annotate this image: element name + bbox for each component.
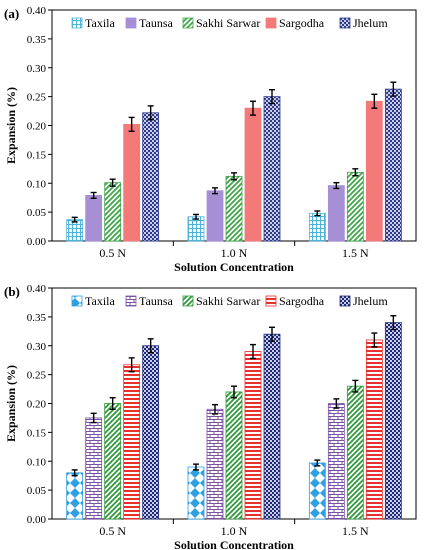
y-tick-label: 0.35: [27, 34, 47, 46]
legend-swatch: [339, 17, 351, 29]
x-tick-label: 0.5 N: [99, 524, 126, 538]
bar: [263, 96, 281, 242]
legend-swatch: [71, 295, 83, 307]
bar: [104, 403, 122, 520]
bar: [365, 339, 383, 520]
y-tick-label: 0.00: [27, 236, 47, 248]
y-tick-label: 0.40: [27, 283, 47, 295]
panel-label: (a): [4, 6, 20, 21]
y-tick-label: 0.25: [27, 370, 47, 382]
x-tick-label: 1.5 N: [342, 246, 369, 260]
x-tick-label: 1.0 N: [221, 246, 248, 260]
y-axis-label: Expansion (%): [4, 365, 18, 442]
bar: [66, 472, 84, 520]
y-axis-label: Expansion (%): [4, 87, 18, 164]
legend-swatch: [265, 295, 277, 307]
bar: [104, 182, 122, 242]
legend-label: Taxila: [85, 16, 115, 30]
bar: [327, 185, 345, 242]
bar: [244, 351, 262, 520]
y-tick-label: 0.20: [27, 121, 47, 133]
chart-b: 0.00 0.05 0.10 0.15 0.20 0.25 0.30 0.35 0.40 Expa…: [4, 283, 417, 550]
legend-swatch: [125, 17, 137, 29]
bar: [123, 123, 141, 242]
y-tick-label: 0.15: [27, 427, 47, 439]
legend-label: Sargodha: [279, 16, 325, 30]
x-tick-label: 1.0 N: [221, 524, 248, 538]
legend-label: Jhelum: [353, 294, 388, 308]
y-tick-label: 0.25: [27, 92, 47, 104]
y-tick-label: 0.05: [27, 485, 47, 497]
legend-swatch: [71, 17, 83, 29]
bar: [263, 333, 281, 520]
y-tick-label: 0.10: [27, 456, 47, 468]
legend-label: Sargodha: [279, 294, 325, 308]
bar: [244, 107, 262, 242]
bar: [384, 322, 402, 520]
legend-label: Sakhi Sarwar: [196, 294, 260, 308]
bar: [142, 345, 160, 520]
bar: [206, 408, 224, 520]
x-tick-label: 1.5 N: [342, 524, 369, 538]
y-tick-label: 0.00: [27, 514, 47, 526]
bar: [327, 403, 345, 520]
bar: [225, 175, 243, 242]
y-tick-label: 0.15: [27, 149, 47, 161]
chart-panel-b: (b) 0.00 0.05 0.10 0.15 0.20 0.25 0.30 0.35 0.40…: [0, 278, 426, 550]
y-tick-label: 0.05: [27, 207, 47, 219]
legend-swatch: [182, 17, 194, 29]
legend-swatch: [182, 295, 194, 307]
legend-label: Taunsa: [139, 294, 173, 308]
bar: [66, 219, 84, 242]
bar: [225, 391, 243, 520]
bar: [123, 364, 141, 520]
bar: [384, 88, 402, 242]
bar: [206, 190, 224, 242]
legend-label: Jhelum: [353, 16, 388, 30]
bar: [187, 466, 205, 520]
legend-swatch: [265, 17, 277, 29]
x-axis-label: Solution Concentration: [174, 538, 294, 550]
y-tick-label: 0.35: [27, 312, 47, 324]
bar: [308, 212, 326, 242]
bar: [365, 100, 383, 242]
bar: [85, 417, 103, 520]
bar: [85, 194, 103, 242]
y-tick-label: 0.10: [27, 178, 47, 190]
bar: [187, 216, 205, 242]
bar: [346, 385, 364, 520]
y-tick-label: 0.20: [27, 399, 47, 411]
chart-a: 0.00 0.05 0.10 0.15 0.20 0.25 0.30 0.35 0.40 Expa…: [4, 5, 417, 272]
legend-swatch: [339, 295, 351, 307]
y-tick-label: 0.40: [27, 5, 47, 17]
bar: [346, 171, 364, 242]
bar: [142, 112, 160, 242]
x-axis-label: Solution Concentration: [174, 260, 294, 272]
chart-panel-a: (a) 0.00 0.05 0.10 0.15 0.20 0.25 0.30 0.35 0.40…: [0, 0, 426, 272]
legend-swatch: [125, 295, 137, 307]
legend-label: Taunsa: [139, 16, 173, 30]
bar: [308, 462, 326, 520]
y-tick-label: 0.30: [27, 63, 47, 75]
y-tick-label: 0.30: [27, 341, 47, 353]
legend-label: Sakhi Sarwar: [196, 16, 260, 30]
panel-label: (b): [4, 284, 20, 299]
legend-label: Taxila: [85, 294, 115, 308]
x-tick-label: 0.5 N: [99, 246, 126, 260]
